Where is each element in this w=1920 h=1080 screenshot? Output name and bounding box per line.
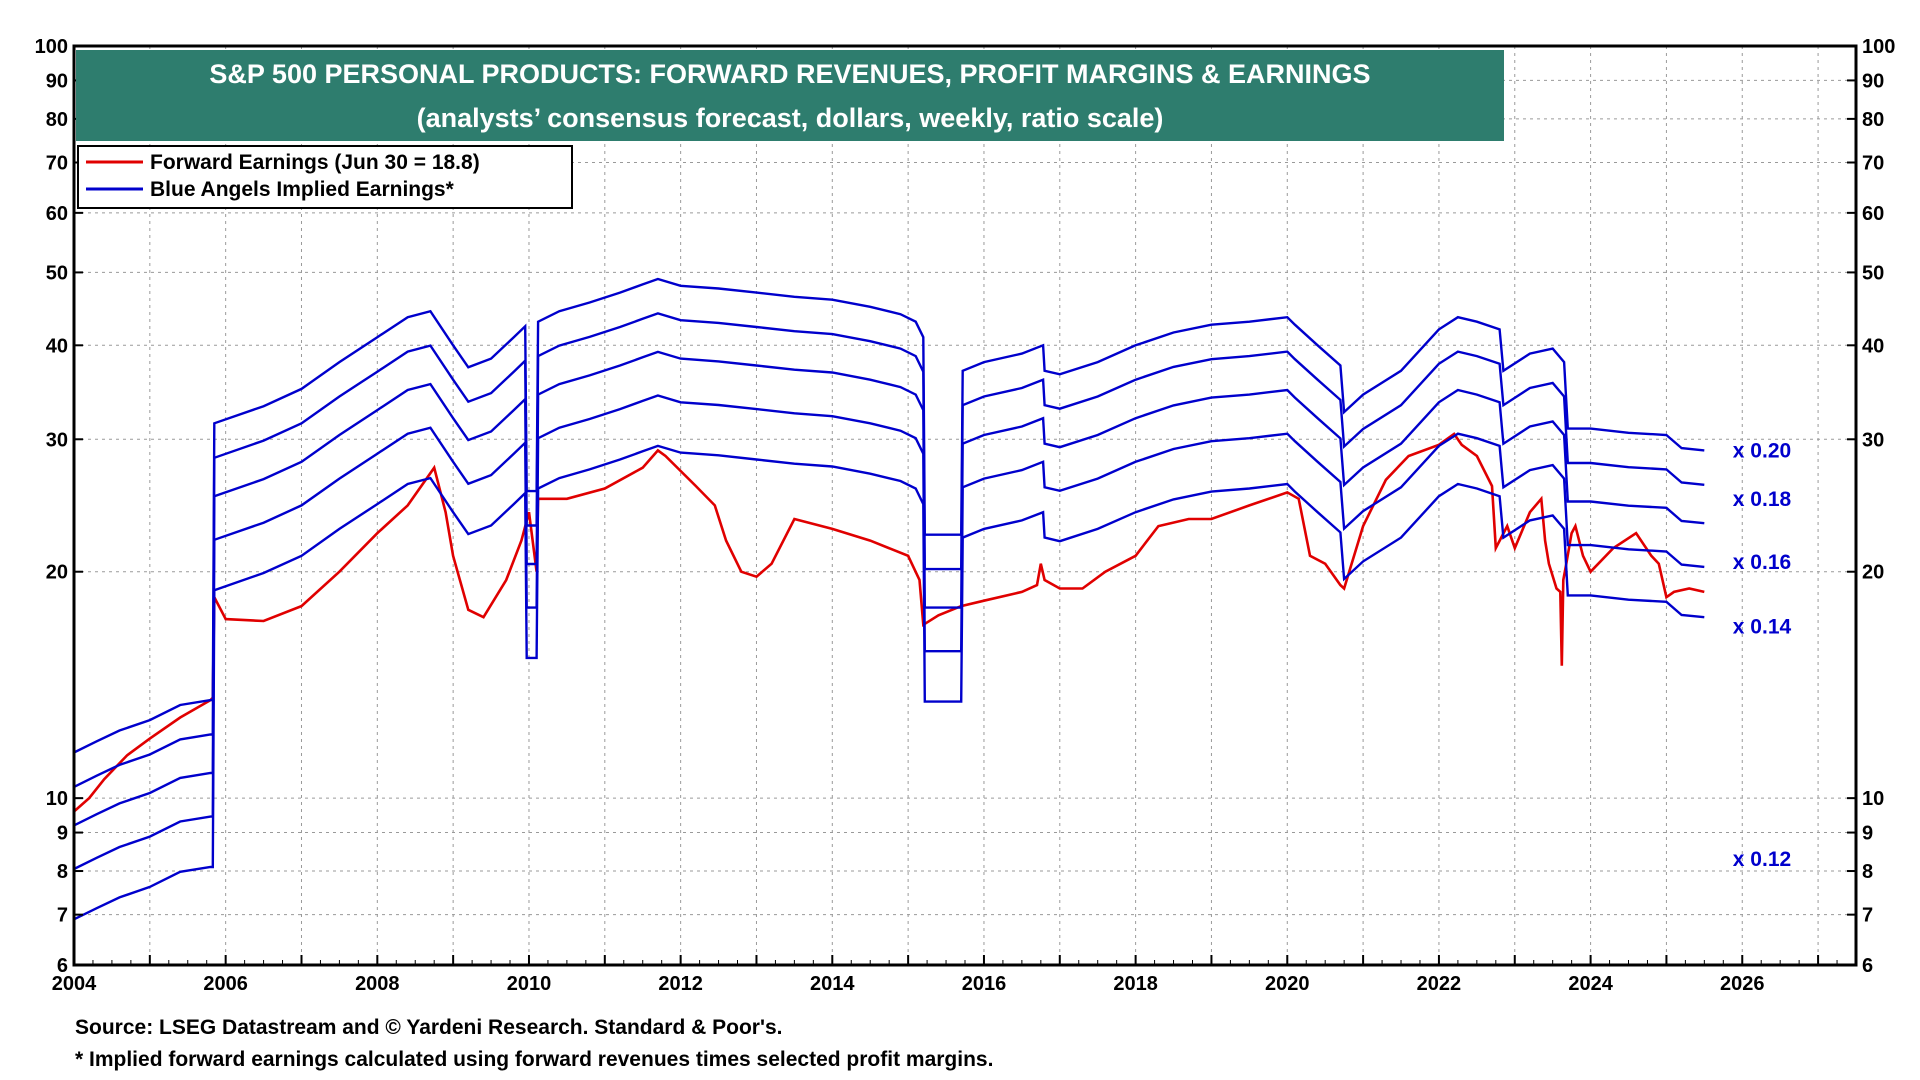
title-box: S&P 500 PERSONAL PRODUCTS: FORWARD REVEN…: [76, 50, 1504, 141]
multiplier-label: x 0.18: [1733, 488, 1792, 511]
x-tick-label: 2018: [1113, 973, 1158, 995]
footnote: * Implied forward earnings calculated us…: [75, 1048, 994, 1071]
series-forward-earnings: [73, 432, 1705, 813]
series-implied-earnings-20: [73, 277, 1705, 754]
y-tick-label-left: 70: [46, 153, 68, 175]
y-tick-label-left: 8: [57, 861, 68, 883]
y-tick-label-right: 6: [1862, 955, 1873, 977]
legend-label-implied: Blue Angels Implied Earnings*: [150, 178, 455, 201]
y-tick-label-right: 100: [1862, 36, 1895, 58]
y-tick-label-left: 30: [46, 429, 68, 451]
y-tick-label-right: 9: [1862, 823, 1873, 845]
x-tick-label: 2008: [355, 973, 400, 995]
x-tick-label: 2026: [1720, 973, 1765, 995]
x-tick-label: 2022: [1417, 973, 1462, 995]
y-tick-label-right: 30: [1862, 429, 1884, 451]
y-axis-right: 6 7 8 9 10 20 30 40 50 60 70 80 90 100: [1847, 36, 1895, 977]
y-tick-label-right: 80: [1862, 109, 1884, 131]
y-tick-label-left: 50: [46, 262, 68, 284]
y-tick-label-left: 20: [46, 562, 68, 584]
source-note: Source: LSEG Datastream and © Yardeni Re…: [75, 1016, 783, 1039]
y-tick-label-right: 10: [1862, 788, 1884, 810]
legend-label-earnings: Forward Earnings (Jun 30 = 18.8): [150, 151, 480, 174]
multiplier-label: x 0.16: [1733, 551, 1791, 574]
y-tick-label-left: 40: [46, 335, 68, 357]
multiplier-label: x 0.14: [1733, 616, 1792, 639]
x-tick-label: 2006: [203, 973, 248, 995]
x-tick-label: 2014: [810, 973, 855, 995]
y-tick-label-right: 70: [1862, 153, 1884, 175]
x-tick-label: 2004: [52, 973, 97, 995]
title-background: [76, 50, 1504, 141]
series-implied-earnings-18: [73, 312, 1705, 788]
y-tick-label-left: 60: [46, 203, 68, 225]
x-tick-label: 2016: [962, 973, 1007, 995]
y-tick-label-left: 10: [46, 788, 68, 810]
y-tick-label-left: 6: [57, 955, 68, 977]
y-tick-label-right: 50: [1862, 262, 1884, 284]
series-implied-earnings-12: [73, 444, 1705, 921]
legend: Forward Earnings (Jun 30 = 18.8) Blue An…: [77, 145, 573, 209]
y-tick-label-left: 7: [57, 905, 68, 927]
y-tick-label-right: 20: [1862, 562, 1884, 584]
y-tick-label-right: 60: [1862, 203, 1884, 225]
x-tick-label: 2024: [1568, 973, 1613, 995]
y-tick-label-left: 9: [57, 823, 68, 845]
legend-box: [77, 145, 573, 209]
y-tick-label-right: 8: [1862, 861, 1873, 883]
multiplier-labels: x 0.20 x 0.18 x 0.16 x 0.14 x 0.12: [1733, 439, 1792, 871]
y-tick-label-left: 90: [46, 70, 68, 92]
series-implied-earnings-14: [73, 394, 1705, 871]
multiplier-label: x 0.12: [1733, 848, 1791, 871]
series-layer: [73, 277, 1705, 921]
y-tick-label-right: 7: [1862, 905, 1873, 927]
x-tick-label: 2010: [507, 973, 552, 995]
chart-title: S&P 500 PERSONAL PRODUCTS: FORWARD REVEN…: [209, 59, 1370, 89]
x-tick-label: 2020: [1265, 973, 1310, 995]
chart-subtitle: (analysts’ consensus forecast, dollars, …: [417, 103, 1164, 133]
multiplier-label: x 0.20: [1733, 439, 1791, 462]
y-tick-label-right: 40: [1862, 335, 1884, 357]
y-tick-label-left: 100: [35, 36, 68, 58]
y-axis-left: 6 7 8 9 10 20 30 40 50 60 70 80 90 100: [35, 36, 83, 977]
series-implied-earnings-16: [73, 350, 1705, 827]
x-axis: 2004 2006 2008 2010 2012 2014 2016 2018 2020 2022…: [52, 955, 1857, 995]
y-tick-label-right: 90: [1862, 70, 1884, 92]
x-tick-label: 2012: [658, 973, 703, 995]
y-tick-label-left: 80: [46, 109, 68, 131]
